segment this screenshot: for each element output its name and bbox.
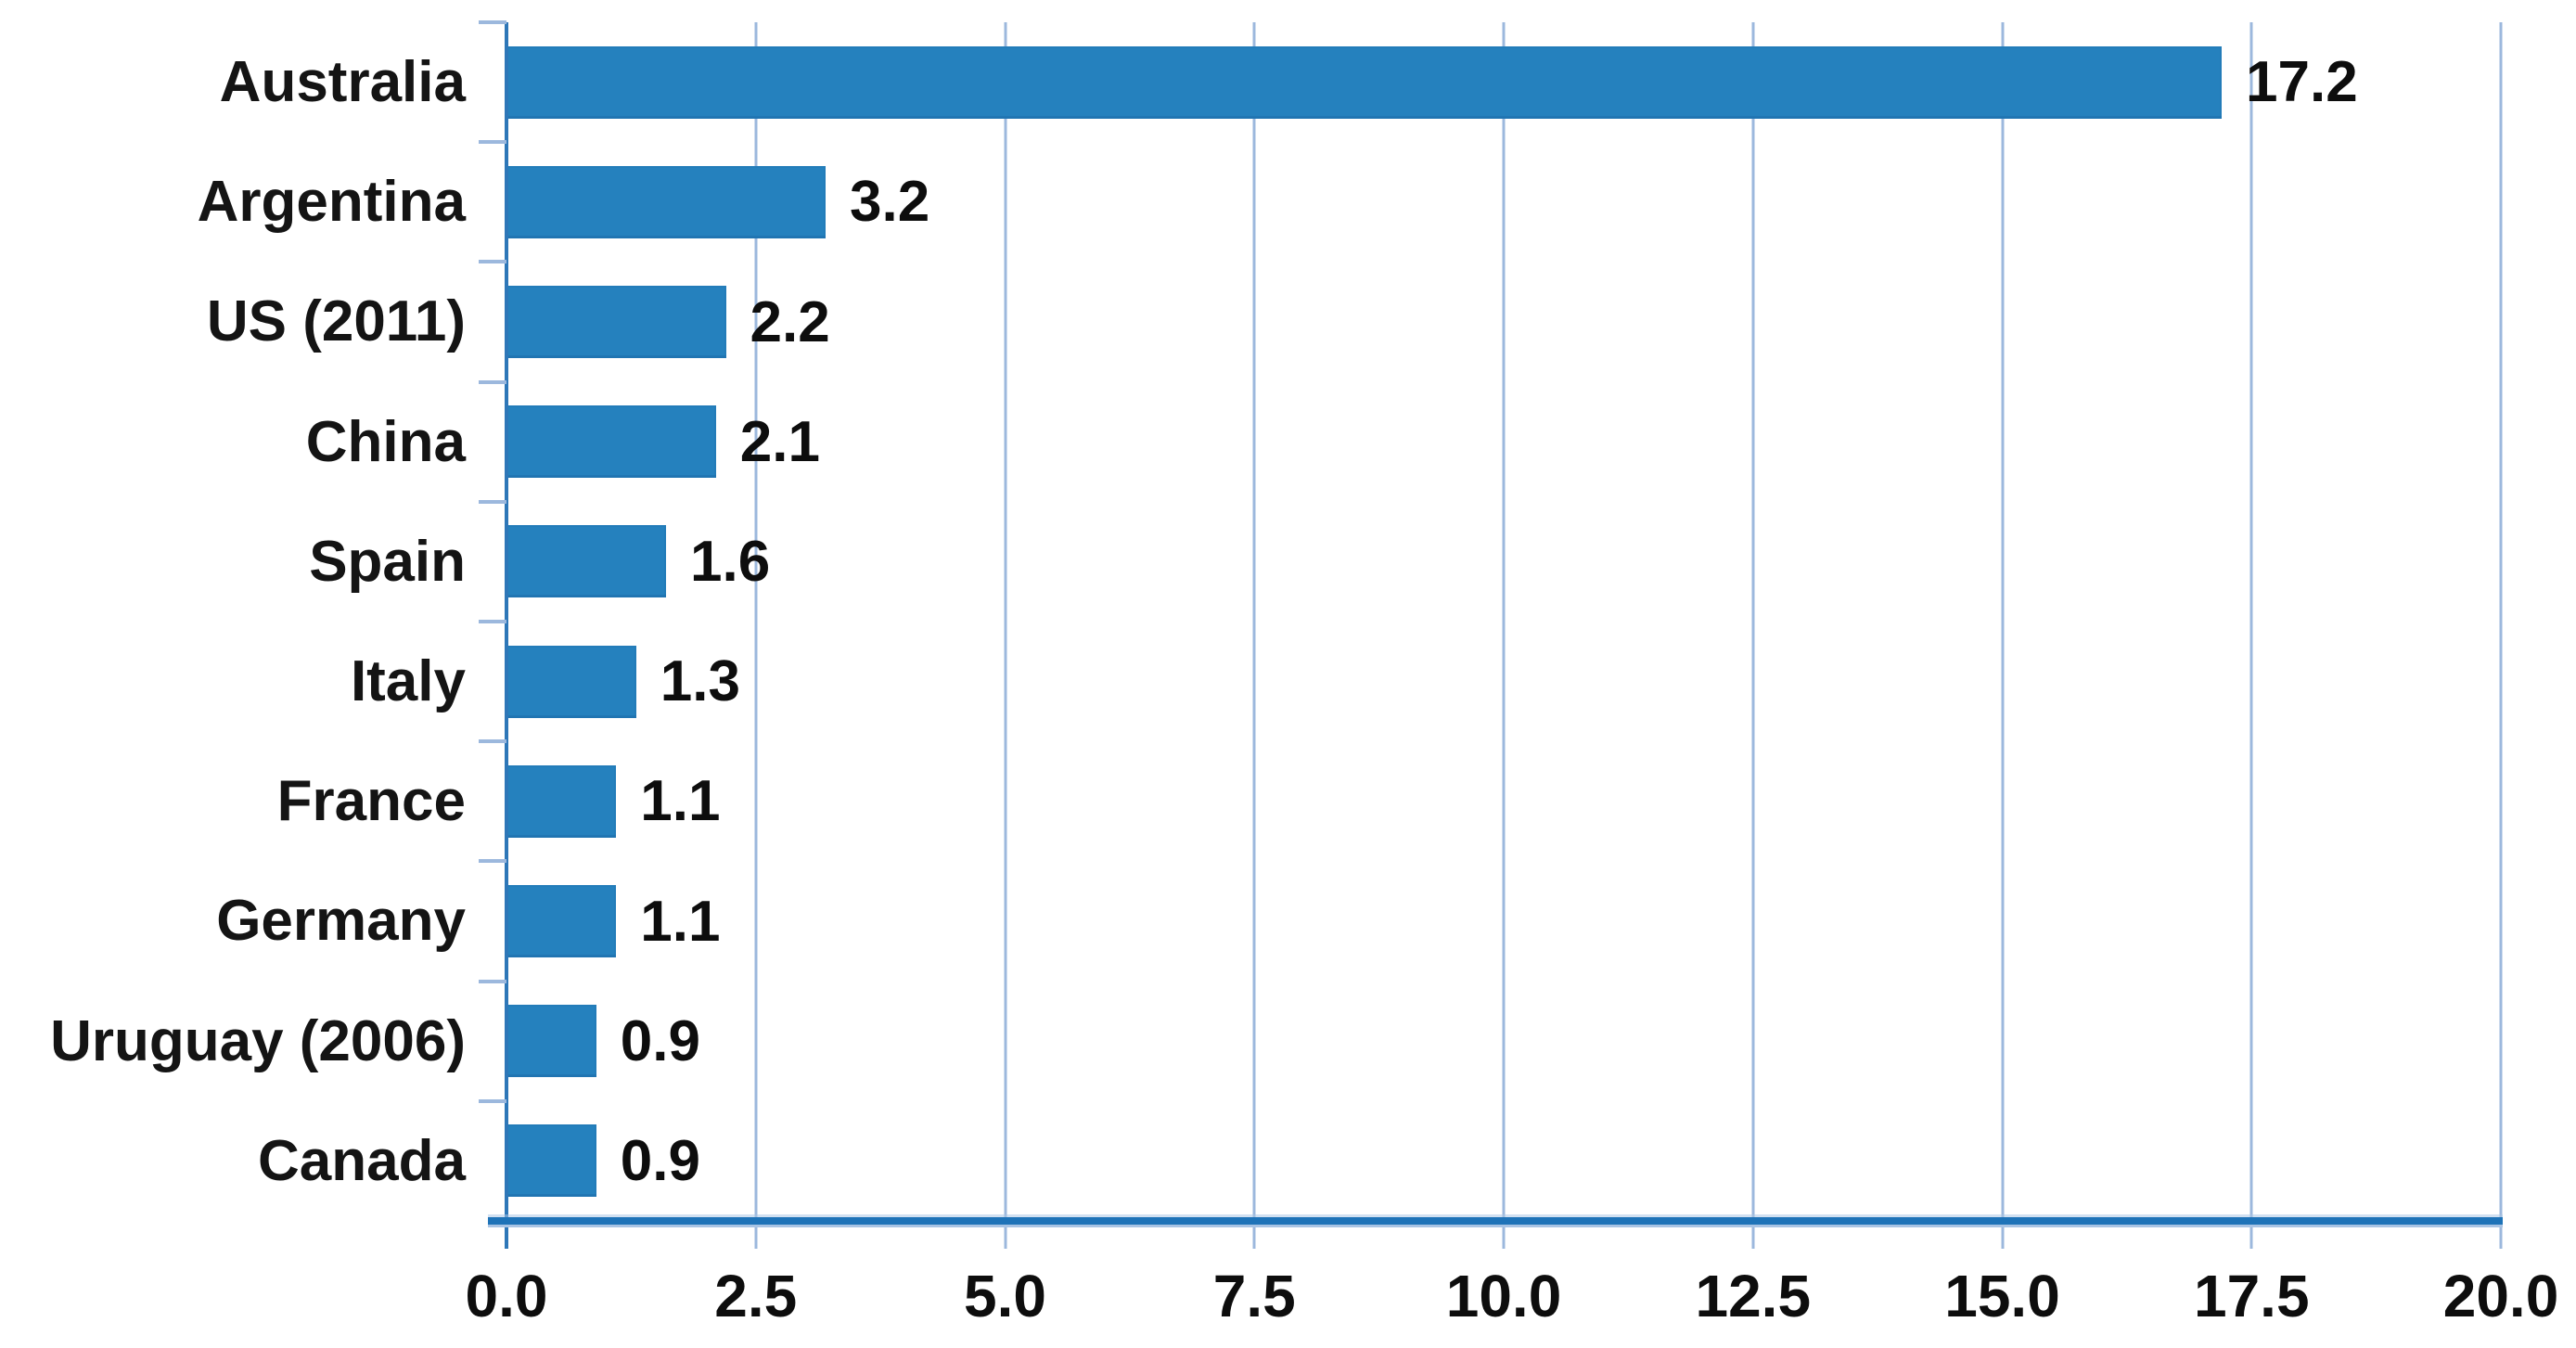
y-axis-tick [479,379,506,384]
category-label: Italy [350,649,466,714]
value-label: 2.1 [739,409,820,474]
category-label: US (2011) [206,289,466,354]
category-label: Spain [309,529,466,594]
y-axis-tick [479,140,506,145]
x-tick-label: 5.0 [964,1263,1046,1329]
category-label: France [276,769,466,834]
value-label: 3.2 [850,170,930,235]
bar [506,405,716,479]
y-axis-tick [479,260,506,264]
category-label: China [305,409,466,474]
x-tick-label: 10.0 [1445,1263,1562,1329]
category-label: Argentina [197,170,466,235]
gridline [754,22,758,1249]
bar [506,645,636,718]
y-axis-labels: Australia Argentina US (2011) China Spain Ita… [0,22,466,1221]
y-axis-tick [479,979,506,983]
gridline [2499,22,2503,1249]
bar [506,45,2222,119]
gridline [2249,22,2253,1249]
value-label: 17.2 [2246,50,2358,115]
y-axis-tick [479,499,506,504]
x-axis-line [488,1217,2503,1225]
x-tick-label: 7.5 [1212,1263,1296,1329]
x-tick-label: 2.5 [714,1263,798,1329]
plot-area: 17.2 3.2 2.2 2.1 1.6 1.3 1.1 1.1 0.9 0.9 [479,20,2503,1249]
value-label: 1.1 [640,769,721,834]
value-label: 0.9 [620,1128,700,1193]
category-label: Germany [216,889,466,954]
x-tick-label: 12.5 [1695,1263,1812,1329]
value-label: 1.6 [690,529,771,594]
category-label: Australia [219,50,466,115]
value-label: 1.1 [640,889,721,954]
bar [506,1005,596,1078]
bar [506,764,617,838]
y-axis-tick [479,20,506,24]
bar [506,885,617,957]
y-axis-spine [505,22,508,1249]
value-label: 2.2 [750,289,830,354]
bar [506,286,726,358]
x-axis-labels: 0.0 2.5 5.0 7.5 10.0 12.5 15.0 17.5 20.0 [466,1262,2559,1345]
y-axis-tick [479,620,506,623]
bar [506,1124,596,1198]
gridline [1751,22,1755,1249]
bar [506,525,666,598]
gridline [2001,22,2004,1249]
x-tick-label: 0.0 [465,1263,548,1329]
value-label: 0.9 [620,1008,700,1073]
value-label: 1.3 [660,649,740,714]
bar [506,165,826,238]
y-axis-tick [479,859,506,864]
x-tick-label: 15.0 [1944,1263,2060,1329]
gridline [1502,22,1506,1249]
gridline [1252,22,1256,1249]
y-axis-tick [479,739,506,744]
x-tick-label: 17.5 [2193,1263,2310,1329]
category-label: Canada [258,1128,466,1193]
x-tick-label: 20.0 [2442,1263,2559,1329]
category-label: Uruguay (2006) [50,1008,466,1073]
gridline [1004,22,1006,1249]
y-axis-tick [479,1098,506,1103]
